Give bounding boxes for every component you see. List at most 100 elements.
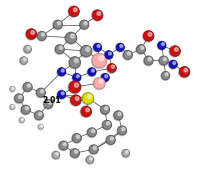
Circle shape [23,58,26,61]
Circle shape [34,111,43,120]
Circle shape [59,46,62,49]
Circle shape [25,107,28,110]
Circle shape [122,127,125,131]
Circle shape [122,149,130,157]
Circle shape [101,105,110,114]
Circle shape [55,45,64,54]
Circle shape [111,65,114,68]
Circle shape [84,22,87,25]
Circle shape [90,157,92,160]
Circle shape [72,74,81,82]
Circle shape [55,45,64,54]
Circle shape [59,141,68,151]
Circle shape [73,8,77,12]
Circle shape [21,105,30,114]
Circle shape [58,22,61,25]
Circle shape [105,107,108,110]
Circle shape [31,31,35,34]
Circle shape [63,143,66,146]
Circle shape [120,45,123,47]
Circle shape [43,100,53,109]
Circle shape [104,51,113,60]
Circle shape [74,83,79,87]
Circle shape [89,145,98,154]
Circle shape [38,124,43,129]
Circle shape [23,46,31,53]
Circle shape [74,59,78,63]
Circle shape [86,156,94,164]
Circle shape [105,75,108,78]
Circle shape [22,83,32,92]
Circle shape [87,128,97,137]
Circle shape [79,20,89,30]
Circle shape [65,32,77,44]
Circle shape [22,119,23,120]
Circle shape [26,29,37,39]
Circle shape [41,125,42,127]
Circle shape [19,95,22,98]
Circle shape [92,53,107,68]
Circle shape [70,95,81,106]
Circle shape [56,153,58,155]
Circle shape [24,45,31,53]
Circle shape [68,81,81,94]
Circle shape [110,137,114,140]
Circle shape [165,73,168,76]
Circle shape [144,56,153,65]
Circle shape [179,67,190,78]
Circle shape [107,122,110,125]
Circle shape [72,133,81,143]
Circle shape [37,31,46,40]
Circle shape [148,57,151,61]
Circle shape [83,93,94,104]
Circle shape [10,86,15,91]
Circle shape [70,149,79,158]
Circle shape [161,43,164,46]
Circle shape [93,77,105,90]
Circle shape [44,99,53,108]
Circle shape [69,57,81,69]
Circle shape [92,129,95,132]
Circle shape [12,105,14,107]
Circle shape [53,20,62,30]
Circle shape [136,45,145,54]
Circle shape [114,111,123,120]
Circle shape [148,33,152,36]
Circle shape [71,95,81,105]
Circle shape [58,68,66,76]
Circle shape [94,43,102,51]
Circle shape [52,151,60,159]
Circle shape [175,48,178,51]
Circle shape [143,56,153,66]
Circle shape [116,43,124,51]
Circle shape [86,108,89,112]
Circle shape [19,118,24,123]
Circle shape [92,10,103,21]
Circle shape [80,20,89,29]
Circle shape [92,53,107,68]
Circle shape [52,151,60,159]
Circle shape [100,74,109,82]
Circle shape [169,60,177,69]
Circle shape [74,150,78,153]
Circle shape [108,52,111,55]
Circle shape [48,101,51,104]
Circle shape [127,52,131,55]
Circle shape [14,94,23,103]
Circle shape [97,12,101,15]
Circle shape [170,46,180,56]
Circle shape [88,95,92,99]
Circle shape [92,69,95,72]
Circle shape [173,62,176,64]
Circle shape [57,91,66,99]
Circle shape [97,45,100,47]
Circle shape [100,105,110,115]
Circle shape [81,106,92,117]
Circle shape [71,34,75,38]
Circle shape [80,46,92,57]
Circle shape [81,45,92,57]
Circle shape [76,75,79,78]
Circle shape [93,146,97,149]
Circle shape [143,31,154,42]
Circle shape [107,64,116,73]
